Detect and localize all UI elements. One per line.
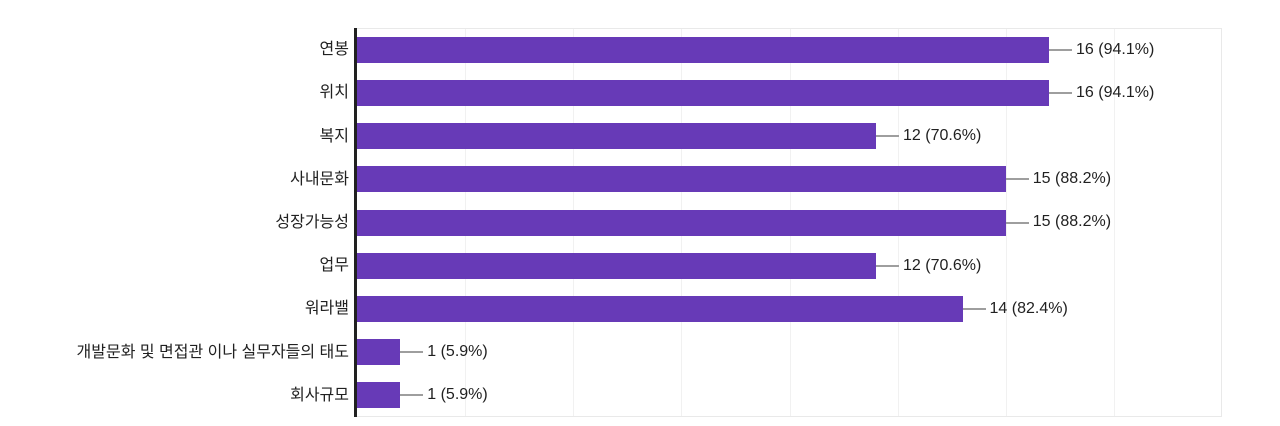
value-label: 15 (88.2%) [1032,170,1112,188]
value-label: 12 (70.6%) [903,127,982,145]
category-label: 개발문화 및 면접관 이나 실무자들의 태도 [76,343,349,361]
category-label: 회사규모 [290,386,349,404]
category-label: 업무 [319,257,349,275]
value-connector [962,307,986,310]
value-connector [1005,221,1029,224]
bar [357,123,876,150]
category-label: 워라밸 [304,300,349,318]
category-label: 복지 [319,127,349,145]
bar [357,295,963,322]
value-connector [400,394,424,397]
value-connector [876,264,899,267]
value-label: 1 (5.9%) [427,343,488,361]
bar [357,166,1006,193]
gridline [1113,29,1115,416]
value-label: 16 (94.1%) [1076,40,1155,58]
bar [357,339,401,366]
value-label: 15 (88.2%) [1032,213,1112,231]
value-label: 16 (94.1%) [1076,83,1155,101]
value-connector [1049,91,1072,94]
value-connector [1005,178,1029,181]
value-connector [400,351,424,354]
bar [357,36,1049,63]
category-label: 성장가능성 [275,213,349,231]
bar [357,79,1049,106]
bar [357,382,401,409]
value-connector [876,135,899,138]
value-connector [1049,48,1072,51]
category-label: 사내문화 [290,170,349,188]
value-label: 1 (5.9%) [427,386,488,404]
category-label: 위치 [319,84,349,102]
category-label: 연봉 [319,41,349,59]
bar [357,209,1006,236]
value-label: 12 (70.6%) [903,256,982,274]
y-axis-line [354,28,357,417]
bar [357,252,876,279]
value-label: 14 (82.4%) [989,299,1068,317]
